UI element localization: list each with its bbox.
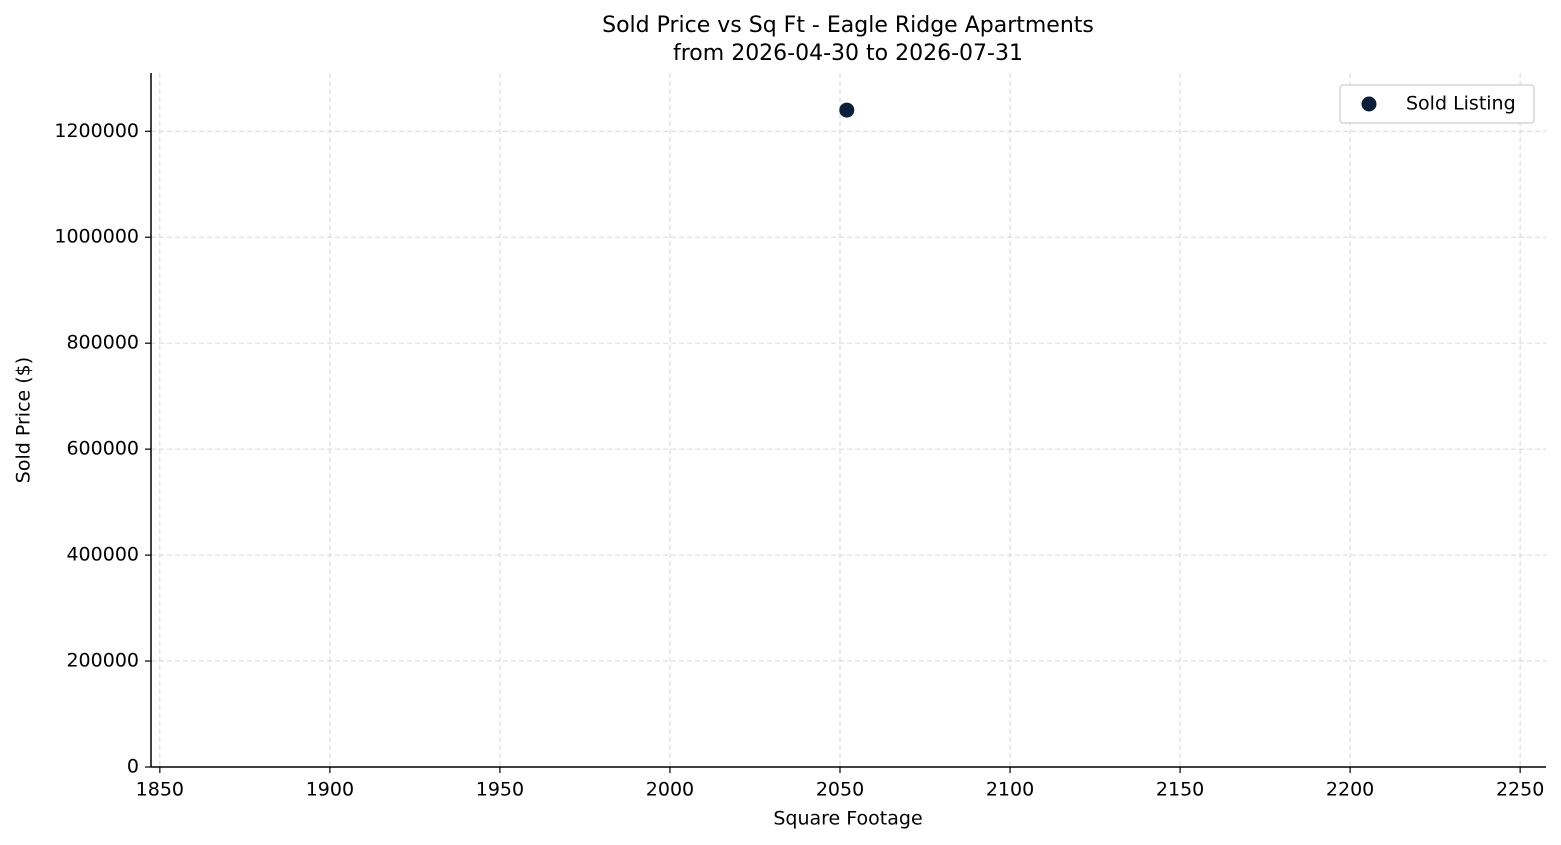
grid	[151, 73, 1546, 768]
x-axis-label: Square Footage	[773, 808, 922, 830]
x-tick-label: 1900	[306, 779, 354, 801]
x-tick-label: 2150	[1156, 779, 1204, 801]
y-tick-label: 600000	[66, 438, 139, 460]
x-tick-label: 2250	[1496, 779, 1544, 801]
chart-subtitle: from 2026-04-30 to 2026-07-31	[673, 41, 1023, 66]
y-tick-label: 400000	[66, 544, 139, 566]
y-tick-label: 800000	[66, 332, 139, 354]
y-tick-label: 1200000	[54, 120, 139, 142]
x-tick-label: 2050	[816, 779, 864, 801]
y-tick-label: 1000000	[54, 226, 139, 248]
x-tick-label: 1850	[136, 779, 184, 801]
y-tick-label: 0	[127, 756, 139, 778]
legend-label: Sold Listing	[1406, 93, 1516, 115]
chart-title: Sold Price vs Sq Ft - Eagle Ridge Apartm…	[602, 13, 1094, 38]
x-tick-label: 2200	[1326, 779, 1374, 801]
x-tick-label: 2100	[986, 779, 1034, 801]
legend-box	[1339, 84, 1535, 124]
x-tick-label: 1950	[476, 779, 524, 801]
legend-marker	[1361, 96, 1377, 112]
point	[839, 102, 855, 118]
x-tick-label: 2000	[646, 779, 694, 801]
y-tick-label: 200000	[66, 650, 139, 672]
y-axis-label: Sold Price ($)	[13, 357, 35, 483]
